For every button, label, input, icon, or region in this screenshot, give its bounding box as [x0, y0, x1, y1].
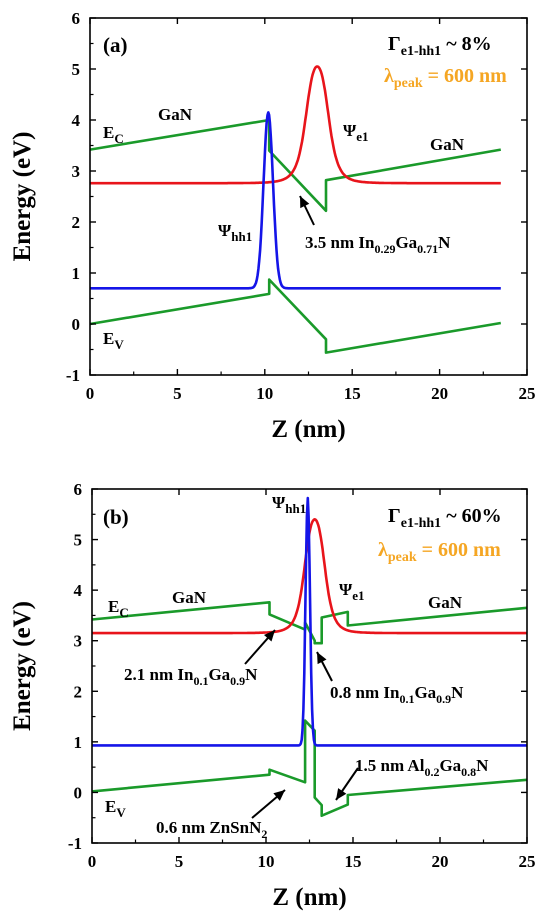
series-ec — [91, 600, 528, 645]
ec-label: EC — [103, 123, 124, 146]
ev-label: EV — [105, 797, 126, 820]
series-ec — [89, 118, 502, 213]
psi-e1-label: Ψe1 — [343, 121, 369, 144]
well1-label: 2.1 nm In0.1Ga0.9N — [124, 665, 258, 688]
y-axis-label: Energy (eV) — [9, 132, 36, 262]
y-axis-label: Energy (eV) — [9, 601, 36, 731]
x-tick-label: 25 — [519, 852, 536, 871]
y-tick-label: 6 — [74, 480, 83, 499]
panel-label: (a) — [103, 33, 128, 57]
x-tick-label: 5 — [173, 384, 182, 403]
y-tick-label: 3 — [72, 162, 81, 181]
overlap-annotation: Γe1-hh1 ~ 60% — [388, 505, 502, 531]
y-tick-label: 3 — [74, 632, 83, 651]
y-tick-label: -1 — [68, 834, 82, 853]
y-tick-label: 4 — [74, 581, 83, 600]
gan-left-label: GaN — [172, 588, 207, 607]
x-tick-label: 10 — [258, 852, 275, 871]
x-tick-label: 5 — [175, 852, 184, 871]
y-tick-label: 5 — [72, 60, 81, 79]
barrier-label: 1.5 nm Al0.2Ga0.8N — [355, 756, 489, 779]
znsnn2-label: 0.6 nm ZnSnN2 — [156, 818, 267, 841]
panel-a: 0 5 10 15 20 25 -1 0 1 2 3 4 5 6 Z (nm) Energy (eV) (a) Γ… — [9, 9, 536, 443]
y-tick-label: 4 — [72, 111, 81, 130]
y-tick-label: 0 — [74, 783, 83, 802]
annotation-arrow — [244, 629, 276, 665]
x-tick-label: 10 — [256, 384, 273, 403]
gan-right-label: GaN — [430, 135, 465, 154]
x-tick-label: 15 — [345, 852, 362, 871]
x-tick-label: 25 — [519, 384, 536, 403]
x-tick-label: 20 — [431, 384, 448, 403]
series-ev — [89, 278, 502, 354]
annotation-arrow — [316, 651, 333, 682]
gan-left-label: GaN — [158, 105, 193, 124]
x-tick-label: 0 — [86, 384, 95, 403]
well2-label: 0.8 nm In0.1Ga0.9N — [330, 683, 464, 706]
y-tick-label: 5 — [74, 531, 83, 550]
well-label: 3.5 nm In0.29Ga0.71N — [305, 233, 451, 256]
annotation-arrow — [299, 195, 315, 226]
x-tick-label: 20 — [432, 852, 449, 871]
gan-right-label: GaN — [428, 593, 463, 612]
series-psi_e1 — [89, 65, 502, 185]
annotation-arrow — [251, 789, 286, 819]
y-tick-label: 1 — [72, 264, 81, 283]
y-tick-label: 0 — [72, 315, 81, 334]
psi-e1-label: Ψe1 — [339, 580, 365, 603]
x-axis-label: Z (nm) — [272, 884, 346, 911]
y-tick-label: 6 — [72, 9, 81, 28]
ec-label: EC — [108, 597, 129, 620]
series-psi_hh1 — [89, 111, 502, 290]
x-tick-label: 15 — [344, 384, 361, 403]
y-tick-label: 2 — [74, 682, 83, 701]
panel-label: (b) — [103, 505, 129, 529]
psi-hh1-label: Ψhh1 — [218, 221, 252, 244]
y-tick-label: 2 — [72, 213, 81, 232]
wavelength-annotation: λpeak = 600 nm — [384, 65, 507, 91]
overlap-annotation: Γe1-hh1 ~ 8% — [388, 33, 492, 59]
y-tick-label: -1 — [66, 366, 80, 385]
x-axis-label: Z (nm) — [271, 416, 345, 443]
series-psi_hh1 — [91, 496, 528, 747]
series-ev — [91, 719, 528, 818]
annotation-arrow — [335, 767, 359, 801]
psi-hh1-label: Ψhh1 — [272, 493, 306, 516]
x-tick-label: 0 — [88, 852, 97, 871]
y-tick-label: 1 — [74, 733, 83, 752]
wavelength-annotation: λpeak = 600 nm — [378, 539, 501, 565]
panel-b: 0 5 10 15 20 25 -1 0 1 2 3 4 5 6 Z (nm) Energy (eV) (b) Γ… — [9, 480, 536, 911]
ev-label: EV — [103, 329, 124, 352]
